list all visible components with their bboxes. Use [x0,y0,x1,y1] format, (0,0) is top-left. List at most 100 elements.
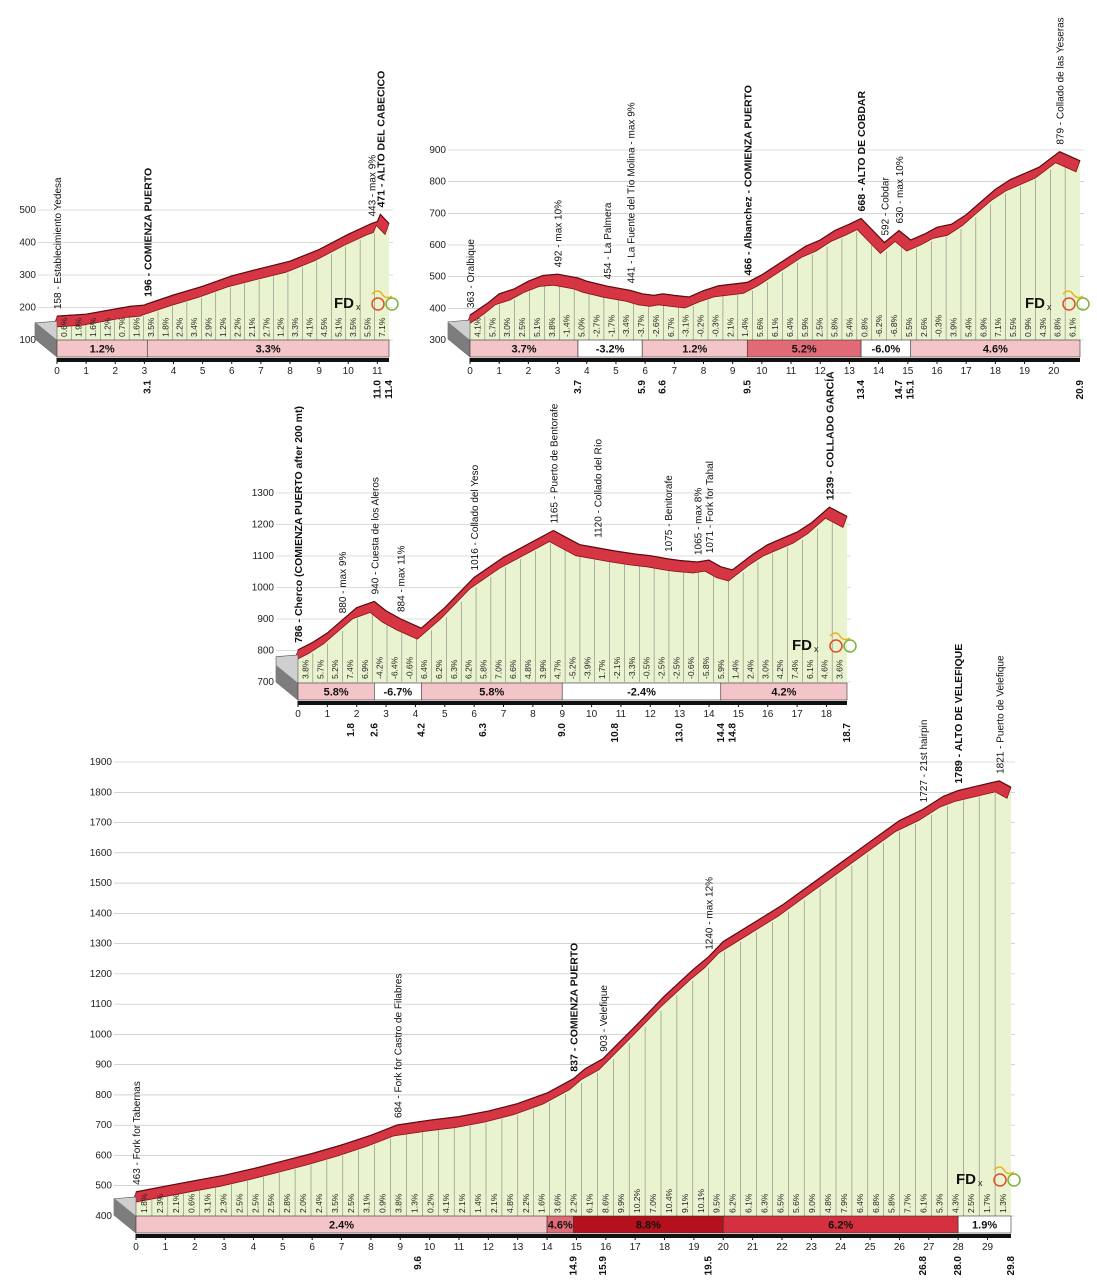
x-tick-label: 0 [133,1242,139,1253]
km-gradient-label: 2.4% [746,659,756,679]
fd-logo: FD x [956,1166,1021,1188]
km-gradient-label: -0.6% [686,656,696,679]
km-gradient-label: 5.5% [362,317,372,337]
x-tick-label: 16 [600,1242,612,1253]
y-tick-label: 800 [95,1090,112,1101]
section-gradient-label: 1.2% [90,344,115,356]
x-marker-label: 1.8 [346,723,357,737]
km-gradient-label: 5.1% [333,317,343,337]
y-tick-label: 400 [19,238,36,249]
fd-logo: FD x [1025,290,1090,312]
x-marker-label: 11.0 [372,380,383,399]
km-gradient-label: 2.1% [247,317,257,337]
km-gradient-label: 2.0% [298,1193,308,1213]
km-gradient-label: 4.8% [823,1193,833,1213]
x-tick-label: 25 [864,1242,876,1253]
km-gradient-label: 5.2% [330,659,340,679]
x-tick-label: 3 [555,366,561,377]
km-gradient-label: 1.4% [731,659,741,679]
y-tick-label: 1300 [90,939,113,950]
annotation-label: 1821 - Puerto de Velefique [995,655,1006,774]
km-gradient-label: 5.1% [532,317,542,337]
annotation-label: 1727 - 21st hairpin [919,720,930,803]
x-marker-label: 14.4 [716,723,727,743]
km-gradient-label: -2.1% [612,656,622,679]
x-marker-label: 9.6 [413,1256,424,1270]
slab-shadow [35,322,57,357]
km-gradient-label: 1.8% [139,1193,149,1213]
x-marker-label: 2.6 [369,723,380,737]
y-tick-label: 900 [257,614,274,625]
section-gradient-label: -6.0% [872,344,901,356]
km-gradient-label: 3.1% [362,1193,372,1213]
km-gradient-label: 2.2% [175,317,185,337]
x-tick-label: 10 [343,366,355,377]
x-marker-label: 9.0 [557,723,568,737]
section-gradient-label: 4.6% [983,344,1008,356]
km-gradient-label: 7.1% [993,317,1003,337]
annotation-label: 466 - Albanchez - COMIENZA PUERTO [742,85,754,275]
x-tick-label: 18 [990,366,1002,377]
annotation-label: 1165 - Puerto de Bentorafe [549,403,560,523]
x-tick-label: 6 [229,366,235,377]
km-gradient-label: 1.6% [131,317,141,337]
annotation-label: 592 - Cobdar [880,176,891,235]
km-gradient-label: 4.5% [319,317,329,337]
y-tick-label: 1800 [90,787,113,798]
km-gradient-label: -6.2% [874,314,884,337]
x-tick-label: 2 [354,709,360,720]
x-tick-label: 9 [730,366,736,377]
logo-swoosh-icon [993,1166,1015,1175]
x-tick-label: 8 [701,366,707,377]
y-tick-label: 300 [429,335,446,346]
km-gradient-label: 2.9% [204,317,214,337]
section-gradient-label: 4.6% [548,1220,573,1232]
y-tick-label: 400 [429,303,446,314]
x-tick-label: 17 [961,366,973,377]
km-gradient-label: 3.8% [394,1193,404,1213]
km-gradient-label: 5.8% [830,317,840,337]
annotation-label: 940 - Cuesta de los Aleros [370,477,381,594]
section-gradient-label: 8.8% [636,1220,661,1232]
km-gradient-label: 1.4% [740,317,750,337]
km-gradient-label: 2.5% [250,1193,260,1213]
x-tick-label: 1 [83,366,89,377]
section-gradient-label: -3.2% [596,344,625,356]
section-gradient-label: 1.9% [972,1220,997,1232]
km-gradient-label: 4.2% [775,659,785,679]
km-gradient-label: 2.4% [314,1193,324,1213]
fd-logo: FD x [334,290,399,312]
profile-area [298,512,847,682]
x-marker-label: 15.9 [598,1256,609,1276]
logo-fd-text: FD [1025,295,1045,312]
y-tick-label: 700 [95,1120,112,1131]
annotation-label: 786 - Cherco (COMIENZA PUERTO after 200 … [293,406,305,643]
km-gradient-label: 4.8% [505,1193,515,1213]
km-gradient-label: 2.5% [815,317,825,337]
km-gradient-label: 5.4% [844,317,854,337]
km-gradient-label: 6.4% [855,1193,865,1213]
y-tick-label: 500 [95,1181,112,1192]
x-tick-label: 7 [501,709,507,720]
km-gradient-label: 3.6% [553,1193,563,1213]
x-tick-label: 9 [397,1242,403,1253]
x-tick-label: 3 [142,366,148,377]
x-tick-label: 17 [792,709,804,720]
y-tick-label: 600 [95,1150,112,1161]
km-gradient-label: 0.2% [425,1193,435,1213]
x-tick-label: 12 [815,366,827,377]
km-gradient-label: 9.5% [712,1193,722,1213]
section-bar [146,339,390,358]
x-tick-label: 13 [844,366,856,377]
km-gradient-label: 2.5% [266,1193,276,1213]
logo-wheel-icon [1062,297,1076,311]
x-tick-label: 6 [309,1242,315,1253]
x-tick-label: 17 [630,1242,642,1253]
y-tick-label: 1600 [90,848,113,859]
km-gradient-label: 4.3% [1038,317,1048,337]
km-gradient-label: -3.1% [681,314,691,337]
annotation-label: 196 - COMIENZA PUERTO [142,168,154,297]
section-gradient-label: -6.7% [383,687,412,699]
